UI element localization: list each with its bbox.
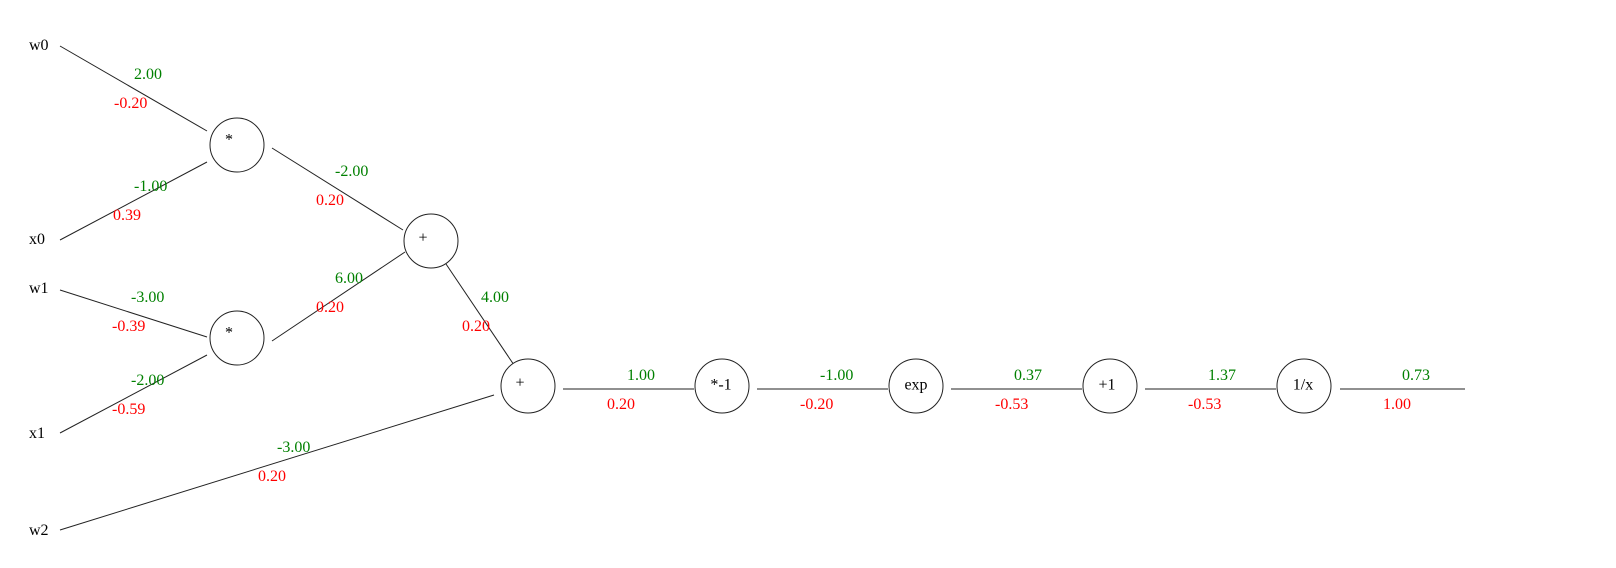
node-label: + xyxy=(515,375,524,392)
edge-forward-value: -2.00 xyxy=(131,372,164,389)
edge-gradient-value: -0.53 xyxy=(995,396,1028,413)
edge-gradient-value: 0.39 xyxy=(113,207,141,224)
node-add0: + xyxy=(403,213,459,269)
input-w0: w0 xyxy=(29,37,49,54)
node-label: * xyxy=(225,325,233,342)
edge-gradient-value: 1.00 xyxy=(1383,396,1411,413)
nodes: * * + + *-1 exp +1 1/x xyxy=(209,117,1332,414)
edge-neg-exp: -1.00 -0.20 xyxy=(757,367,888,413)
edge-forward-value: 4.00 xyxy=(481,289,509,306)
edge-forward-value: -3.00 xyxy=(131,289,164,306)
edge-mul1-add0: 6.00 0.20 xyxy=(271,251,406,342)
edge-gradient-value: -0.53 xyxy=(1188,396,1221,413)
node-label: 1/x xyxy=(1293,377,1313,394)
edge-exp-plus1: 0.37 -0.53 xyxy=(951,367,1082,413)
node-neg: *-1 xyxy=(694,358,750,414)
edge-plus1-inv: 1.37 -0.53 xyxy=(1145,367,1276,413)
edge-forward-value: -2.00 xyxy=(335,163,368,180)
edge-inv-out: 0.73 1.00 xyxy=(1340,367,1465,413)
edge-forward-value: 0.37 xyxy=(1014,367,1042,384)
node-label: +1 xyxy=(1098,377,1115,394)
edge-gradient-value: -0.20 xyxy=(800,396,833,413)
edge-gradient-value: -0.59 xyxy=(112,401,145,418)
node-exp: exp xyxy=(888,358,944,414)
input-x1: x1 xyxy=(29,425,45,442)
edge-gradient-value: -0.39 xyxy=(112,318,145,335)
edge-forward-value: -1.00 xyxy=(820,367,853,384)
edges: 2.00 -0.20 -1.00 0.39 -3.00 -0.39 -2.00 … xyxy=(59,45,1465,531)
edge-add1-neg: 1.00 0.20 xyxy=(563,367,694,413)
edge-gradient-value: 0.20 xyxy=(607,396,635,413)
input-labels: w0 x0 w1 x1 w2 xyxy=(29,37,49,539)
edge-gradient-value: 0.20 xyxy=(258,468,286,485)
node-add1: + xyxy=(500,358,556,414)
node-plus1: +1 xyxy=(1082,358,1138,414)
edge-add0-add1: 4.00 0.20 xyxy=(445,263,515,366)
node-inv: 1/x xyxy=(1276,358,1332,414)
edge-forward-value: 1.37 xyxy=(1208,367,1236,384)
edge-w2-add1: -3.00 0.20 xyxy=(59,394,495,531)
edge-mul0-add0: -2.00 0.20 xyxy=(271,147,404,231)
node-mul0: * xyxy=(209,117,265,173)
input-x0: x0 xyxy=(29,231,45,248)
edge-w0-mul0: 2.00 -0.20 xyxy=(59,45,208,132)
edge-x1-mul1: -2.00 -0.59 xyxy=(59,354,208,434)
node-label: * xyxy=(225,132,233,149)
input-w2: w2 xyxy=(29,522,49,539)
edge-gradient-value: -0.20 xyxy=(114,95,147,112)
node-label: exp xyxy=(904,377,927,394)
edge-forward-value: 6.00 xyxy=(335,270,363,287)
node-mul1: * xyxy=(209,310,265,366)
edge-forward-value: 0.73 xyxy=(1402,367,1430,384)
edge-forward-value: 2.00 xyxy=(134,66,162,83)
edge-gradient-value: 0.20 xyxy=(316,299,344,316)
edge-forward-value: 1.00 xyxy=(627,367,655,384)
edge-x0-mul0: -1.00 0.39 xyxy=(59,161,208,241)
edge-forward-value: -1.00 xyxy=(134,178,167,195)
edge-forward-value: -3.00 xyxy=(277,439,310,456)
node-label: *-1 xyxy=(710,377,731,394)
node-label: + xyxy=(418,230,427,247)
input-w1: w1 xyxy=(29,280,49,297)
edge-gradient-value: 0.20 xyxy=(462,318,490,335)
edge-gradient-value: 0.20 xyxy=(316,192,344,209)
edge-w1-mul1: -3.00 -0.39 xyxy=(59,289,208,338)
